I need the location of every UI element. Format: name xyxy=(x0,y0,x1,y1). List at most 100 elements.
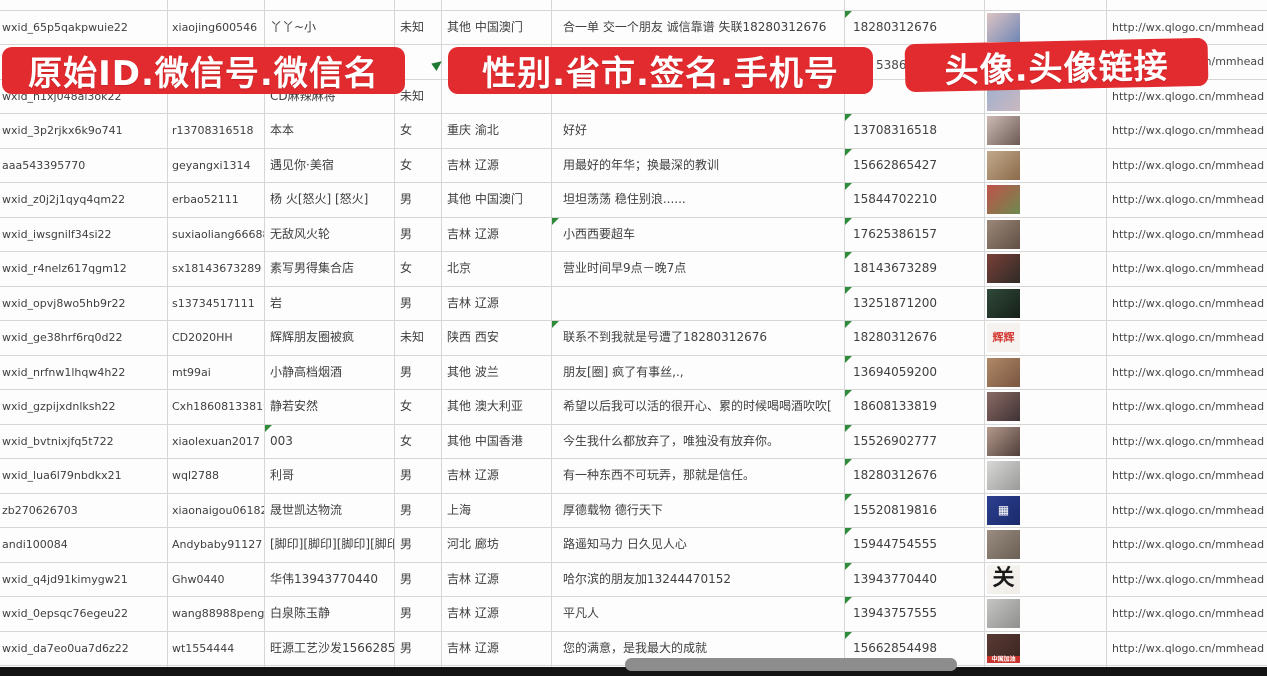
cell-region[interactable]: 其他 中国澳门 xyxy=(442,183,552,217)
cell-wxid[interactable]: wxid_ge38hrf6rq0d22 xyxy=(0,321,168,355)
cell-name[interactable]: 丫丫~小 xyxy=(265,10,395,44)
cell-name[interactable]: 旺源工艺沙发15662854 xyxy=(265,631,395,665)
photo-avatar[interactable] xyxy=(987,461,1020,490)
cell-phone[interactable]: 15662854498 xyxy=(845,631,985,665)
cell-avatar[interactable] xyxy=(985,390,1107,424)
cell-phone[interactable]: 15844702210 xyxy=(845,183,985,217)
text-logo-avatar[interactable]: 辉辉 xyxy=(987,323,1020,352)
cell-link[interactable]: http://wx.qlogo.cn/mmhead xyxy=(1112,538,1265,551)
cell-name[interactable]: 小静高档烟酒 xyxy=(265,355,395,389)
cell-name[interactable]: 素写男得集合店 xyxy=(265,252,395,286)
girl-photo-avatar[interactable] xyxy=(987,426,1020,456)
cell-signature[interactable]: 朋友[圈] 疯了有事丝,., xyxy=(552,355,845,389)
cell-avatar[interactable] xyxy=(985,597,1107,631)
cell-phone[interactable] xyxy=(845,0,985,10)
cell-avatar[interactable]: 关 xyxy=(985,562,1107,596)
cell-name[interactable]: 利哥 xyxy=(265,459,395,493)
photo-avatar[interactable] xyxy=(987,288,1020,318)
cell-link[interactable]: http://wx.qlogo.cn/mmhead xyxy=(1112,296,1265,310)
cell-name[interactable]: [脚印][脚印][脚印][脚印 xyxy=(265,528,395,562)
cell-region[interactable]: 陕西 西安 xyxy=(442,321,552,355)
cell-account[interactable]: wt1554444 xyxy=(168,631,265,665)
cell-account[interactable] xyxy=(168,79,265,113)
cell-wxid[interactable]: wxid_nrfnw1lhqw4h22 xyxy=(0,355,168,389)
cell-signature[interactable]: 平凡人 xyxy=(552,597,845,631)
cell-account[interactable]: suxiaoliang666888 xyxy=(168,217,265,251)
cell-region[interactable]: 吉林 辽源 xyxy=(442,562,552,596)
cell-name[interactable] xyxy=(265,0,395,10)
photo-avatar[interactable] xyxy=(987,599,1020,628)
cell-region[interactable]: 重庆 渝北 xyxy=(442,114,552,148)
cell-avatar[interactable] xyxy=(985,114,1107,148)
girl-photo-avatar[interactable] xyxy=(987,392,1020,421)
cell-signature[interactable]: 用最好的年华；换最深的教训 xyxy=(552,148,845,182)
cell-wxid[interactable]: wxid_bvtnixjfq5t722 xyxy=(0,424,168,458)
cell-gender[interactable]: 女 xyxy=(395,148,442,182)
cell-region[interactable]: 吉林 辽源 xyxy=(442,148,552,182)
cell-avatar[interactable] xyxy=(985,355,1107,389)
cell-region[interactable]: 吉林 辽源 xyxy=(442,597,552,631)
cell-region[interactable]: 河北 廊坊 xyxy=(442,528,552,562)
cell-gender[interactable]: 男 xyxy=(395,631,442,665)
cell-gender[interactable]: 男 xyxy=(395,597,442,631)
cell-name[interactable]: 静若安然 xyxy=(265,390,395,424)
cell-wxid[interactable]: wxid_da7eo0ua7d6z22 xyxy=(0,631,168,665)
cell-region[interactable]: 其他 澳大利亚 xyxy=(442,390,552,424)
cell-wxid[interactable]: wxid_65p5qakpwuie22 xyxy=(0,10,168,44)
cell-gender[interactable]: 女 xyxy=(395,252,442,286)
cell-account[interactable]: Cxh18608133819 xyxy=(168,390,265,424)
cell-region[interactable]: 吉林 辽源 xyxy=(442,459,552,493)
cell-account[interactable]: erbao52111 xyxy=(168,183,265,217)
cell-gender[interactable]: 男 xyxy=(395,355,442,389)
cell-account[interactable]: geyangxi1314 xyxy=(168,148,265,182)
cell-avatar[interactable] xyxy=(985,252,1107,286)
cell-wxid[interactable]: wxid_0epsqc76egeu22 xyxy=(0,597,168,631)
cell-avatar[interactable]: 中国加油 xyxy=(985,631,1107,665)
cell-region[interactable]: 其他 中国香港 xyxy=(442,424,552,458)
cell-avatar[interactable] xyxy=(985,459,1107,493)
cell-avatar[interactable] xyxy=(985,148,1107,182)
cell-signature[interactable]: 合一单 交一个朋友 诚信靠谱 失联18280312676 xyxy=(552,10,845,44)
cell-account[interactable]: wql2788 xyxy=(168,459,265,493)
cell-link[interactable]: http://wx.qlogo.cn/mmhead xyxy=(1112,331,1265,344)
cell-avatar[interactable] xyxy=(985,528,1107,562)
cell-phone[interactable]: 13694059200 xyxy=(845,355,985,389)
cell-link[interactable]: http://wx.qlogo.cn/mmhead xyxy=(1112,400,1265,413)
photo-avatar[interactable] xyxy=(987,254,1020,283)
cell-phone[interactable] xyxy=(845,79,985,113)
cell-gender[interactable]: 男 xyxy=(395,459,442,493)
cell-name[interactable]: 辉辉朋友圈被疯 xyxy=(265,321,395,355)
cell-signature[interactable]: 路遥知马力 日久见人心 xyxy=(552,528,845,562)
cell-wxid[interactable] xyxy=(0,0,168,10)
cell-avatar[interactable] xyxy=(985,217,1107,251)
cell-signature[interactable]: 营业时间早9点－晚7点 xyxy=(552,252,845,286)
cell-avatar[interactable]: 辉辉 xyxy=(985,321,1107,355)
cell-name[interactable]: 岩 xyxy=(265,286,395,320)
cell-avatar[interactable] xyxy=(985,183,1107,217)
cell-wxid[interactable]: aaa543395770 xyxy=(0,148,168,182)
cell-link[interactable]: http://wx.qlogo.cn/mmhead xyxy=(1112,572,1265,586)
qr-code-avatar[interactable]: ▦ xyxy=(987,495,1020,525)
cell-phone[interactable]: 18143673289 xyxy=(845,252,985,286)
cell-phone[interactable]: 13943770440 xyxy=(845,562,985,596)
cell-link[interactable]: http://wx.qlogo.cn/mmhead xyxy=(1112,434,1265,448)
cell-signature[interactable]: 联系不到我就是号遭了18280312676 xyxy=(552,321,845,355)
cell-wxid[interactable]: zb270626703 xyxy=(0,493,168,527)
cell-phone[interactable]: 15526902777 xyxy=(845,424,985,458)
cell-signature[interactable]: 坦坦荡荡 稳住别浪...... xyxy=(552,183,845,217)
cell-phone[interactable]: 18608133819 xyxy=(845,390,985,424)
cell-link[interactable]: http://wx.qlogo.cn/mmhead xyxy=(1112,503,1265,517)
cell-wxid[interactable]: wxid_iwsgnilf34si22 xyxy=(0,217,168,251)
cell-avatar[interactable]: ▦ xyxy=(985,493,1107,527)
cell-link[interactable]: http://wx.qlogo.cn/mmhead xyxy=(1112,158,1265,172)
cell-name[interactable]: 003 xyxy=(265,424,395,458)
cell-account[interactable]: xiaojing600546 xyxy=(168,10,265,44)
cell-link[interactable]: http://wx.qlogo.cn/mmhead xyxy=(1112,262,1265,275)
cell-signature[interactable]: 今生我什么都放弃了，唯独没有放弃你。 xyxy=(552,424,845,458)
cell-wxid[interactable]: wxid_gzpijxdnlksh22 xyxy=(0,390,168,424)
cell-phone[interactable]: 18280312676 xyxy=(845,459,985,493)
cell-gender[interactable]: 男 xyxy=(395,183,442,217)
cell-wxid[interactable]: wxid_opvj8wo5hb9r22 xyxy=(0,286,168,320)
cell-phone[interactable]: 18280312676 xyxy=(845,321,985,355)
cell-signature[interactable]: 厚德载物 德行天下 xyxy=(552,493,845,527)
